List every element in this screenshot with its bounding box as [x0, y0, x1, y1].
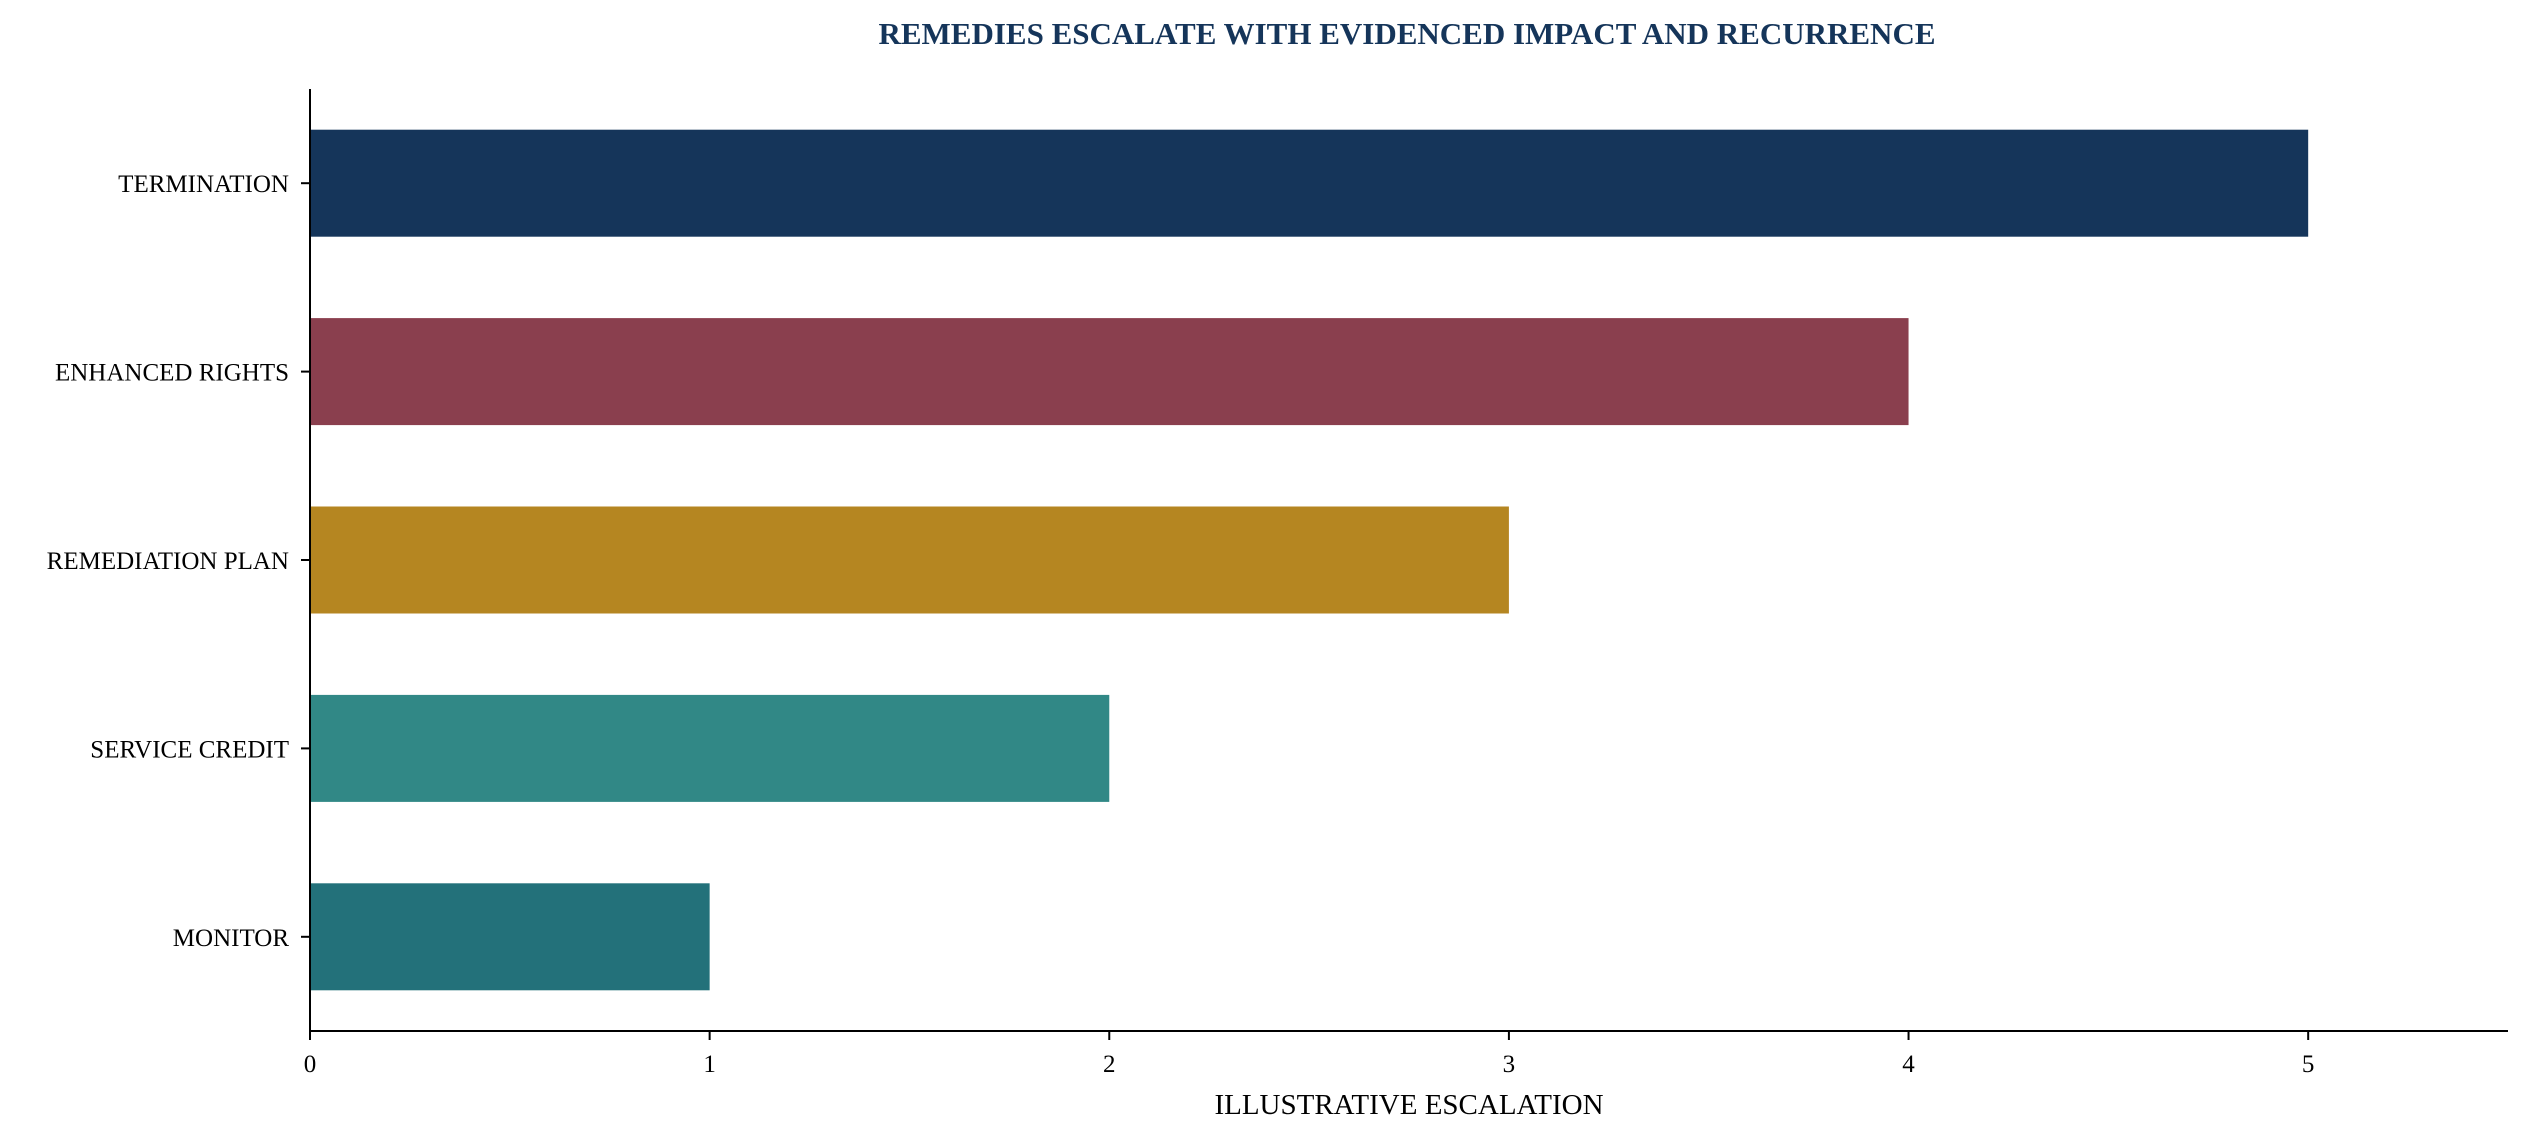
bar-remediation-plan — [310, 506, 1509, 614]
category-label-service-credit: SERVICE CREDIT — [90, 736, 289, 763]
x-tick-label-1: 1 — [703, 1051, 716, 1078]
bar-monitor — [310, 883, 710, 991]
x-tick-label-4: 4 — [1902, 1051, 1915, 1078]
category-label-remediation-plan: REMEDIATION PLAN — [47, 548, 289, 575]
bar-termination — [310, 129, 2309, 237]
category-label-enhanced-rights: ENHANCED RIGHTS — [55, 360, 289, 387]
x-tick-label-5: 5 — [2302, 1051, 2315, 1078]
bars-layer — [310, 129, 2309, 991]
bar-enhanced-rights — [310, 318, 1909, 426]
bar-service-credit — [310, 694, 1110, 802]
x-tick-label-3: 3 — [1503, 1051, 1516, 1078]
x-tick-label-2: 2 — [1103, 1051, 1116, 1078]
category-label-termination: TERMINATION — [118, 171, 289, 198]
category-label-monitor: MONITOR — [173, 925, 290, 952]
category-labels: MONITOR SERVICE CREDIT REMEDIATION PLAN ENH… — [47, 171, 310, 952]
x-axis-label: ILLUSTRATIVE ESCALATION — [1214, 1089, 1603, 1121]
x-axis-ticks: 0 1 2 3 4 5 — [304, 1031, 2315, 1078]
chart-title: REMEDIES ESCALATE WITH EVIDENCED IMPACT … — [878, 16, 1935, 51]
x-tick-label-0: 0 — [304, 1051, 317, 1078]
